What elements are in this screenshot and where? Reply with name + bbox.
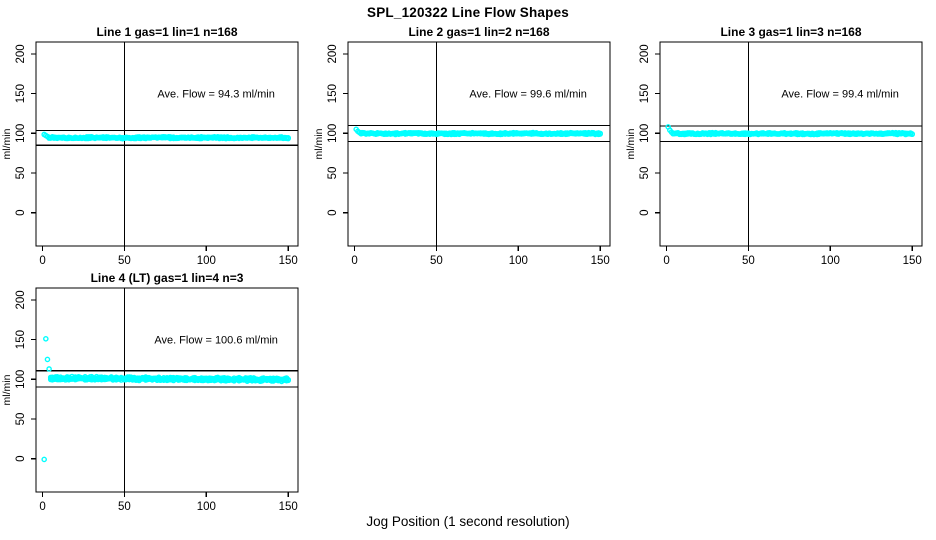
panel-line-2: 0 50 100 150 0 50 100 150 200 ml/min Line 2 gas=1 … xyxy=(312,25,624,271)
svg-text:Ave. Flow = 99.6 ml/min: Ave. Flow = 99.6 ml/min xyxy=(469,89,586,101)
svg-text:200: 200 xyxy=(639,44,651,63)
svg-text:50: 50 xyxy=(327,167,339,180)
svg-text:200: 200 xyxy=(327,44,339,63)
svg-text:150: 150 xyxy=(279,255,298,267)
svg-text:0: 0 xyxy=(327,209,339,215)
svg-text:Line 4 (LT) gas=1 lin=4 n=3: Line 4 (LT) gas=1 lin=4 n=3 xyxy=(91,271,244,285)
svg-text:50: 50 xyxy=(430,255,443,267)
svg-text:200: 200 xyxy=(15,44,27,63)
svg-text:150: 150 xyxy=(327,84,339,103)
svg-text:0: 0 xyxy=(39,255,45,267)
svg-text:100: 100 xyxy=(639,124,651,143)
svg-text:150: 150 xyxy=(15,330,27,349)
svg-text:50: 50 xyxy=(742,255,755,267)
svg-text:Ave. Flow = 100.6 ml/min: Ave. Flow = 100.6 ml/min xyxy=(154,335,278,347)
line-2-flow-plot: 0 50 100 150 0 50 100 150 200 ml/min Line 2 gas=1 … xyxy=(313,25,611,267)
svg-text:Line 1 gas=1 lin=1 n=168: Line 1 gas=1 lin=1 n=168 xyxy=(96,25,237,39)
svg-text:0: 0 xyxy=(351,255,357,267)
svg-text:100: 100 xyxy=(15,370,27,389)
panel-line-4: 0 50 100 150 0 50 100 150 200 ml/min Line 4 (LT) g… xyxy=(0,271,312,517)
svg-text:150: 150 xyxy=(639,84,651,103)
svg-text:100: 100 xyxy=(15,124,27,143)
svg-text:150: 150 xyxy=(903,255,922,267)
svg-text:50: 50 xyxy=(15,167,27,180)
svg-text:100: 100 xyxy=(197,501,216,513)
svg-text:0: 0 xyxy=(15,455,27,461)
svg-text:150: 150 xyxy=(15,84,27,103)
svg-text:Ave. Flow = 99.4 ml/min: Ave. Flow = 99.4 ml/min xyxy=(781,89,898,101)
svg-text:150: 150 xyxy=(591,255,610,267)
svg-text:50: 50 xyxy=(118,255,131,267)
svg-text:Line 3 gas=1 lin=3 n=168: Line 3 gas=1 lin=3 n=168 xyxy=(720,25,861,39)
svg-text:0: 0 xyxy=(663,255,669,267)
panel-line-1: 0 50 100 150 0 50 100 150 200 ml/min Line 1 gas=1 … xyxy=(0,25,312,271)
x-axis-label: Jog Position (1 second resolution) xyxy=(366,514,570,529)
svg-text:100: 100 xyxy=(821,255,840,267)
svg-text:100: 100 xyxy=(509,255,528,267)
svg-text:100: 100 xyxy=(197,255,216,267)
svg-text:50: 50 xyxy=(639,167,651,180)
svg-text:100: 100 xyxy=(327,124,339,143)
line-4-flow-plot: 0 50 100 150 0 50 100 150 200 ml/min Line 4 (LT) g… xyxy=(1,271,299,513)
svg-text:0: 0 xyxy=(39,501,45,513)
svg-text:Ave. Flow = 94.3 ml/min: Ave. Flow = 94.3 ml/min xyxy=(157,89,274,101)
svg-text:0: 0 xyxy=(15,209,27,215)
svg-text:ml/min: ml/min xyxy=(1,374,13,405)
svg-text:50: 50 xyxy=(118,501,131,513)
svg-text:ml/min: ml/min xyxy=(1,128,13,159)
svg-text:200: 200 xyxy=(15,290,27,309)
svg-text:Line 2 gas=1 lin=2 n=168: Line 2 gas=1 lin=2 n=168 xyxy=(408,25,549,39)
line-3-flow-plot: 0 50 100 150 0 50 100 150 200 ml/min Line 3 gas=1 … xyxy=(625,25,923,267)
svg-text:ml/min: ml/min xyxy=(625,128,637,159)
svg-text:ml/min: ml/min xyxy=(313,128,325,159)
svg-text:150: 150 xyxy=(279,501,298,513)
svg-text:50: 50 xyxy=(15,413,27,426)
chart-main-title: SPL_120322 Line Flow Shapes xyxy=(367,5,569,20)
line-1-flow-plot: 0 50 100 150 0 50 100 150 200 ml/min Line 1 gas=1 … xyxy=(1,25,299,267)
panel-line-3: 0 50 100 150 0 50 100 150 200 ml/min Line 3 gas=1 … xyxy=(624,25,936,271)
svg-text:0: 0 xyxy=(639,209,651,215)
